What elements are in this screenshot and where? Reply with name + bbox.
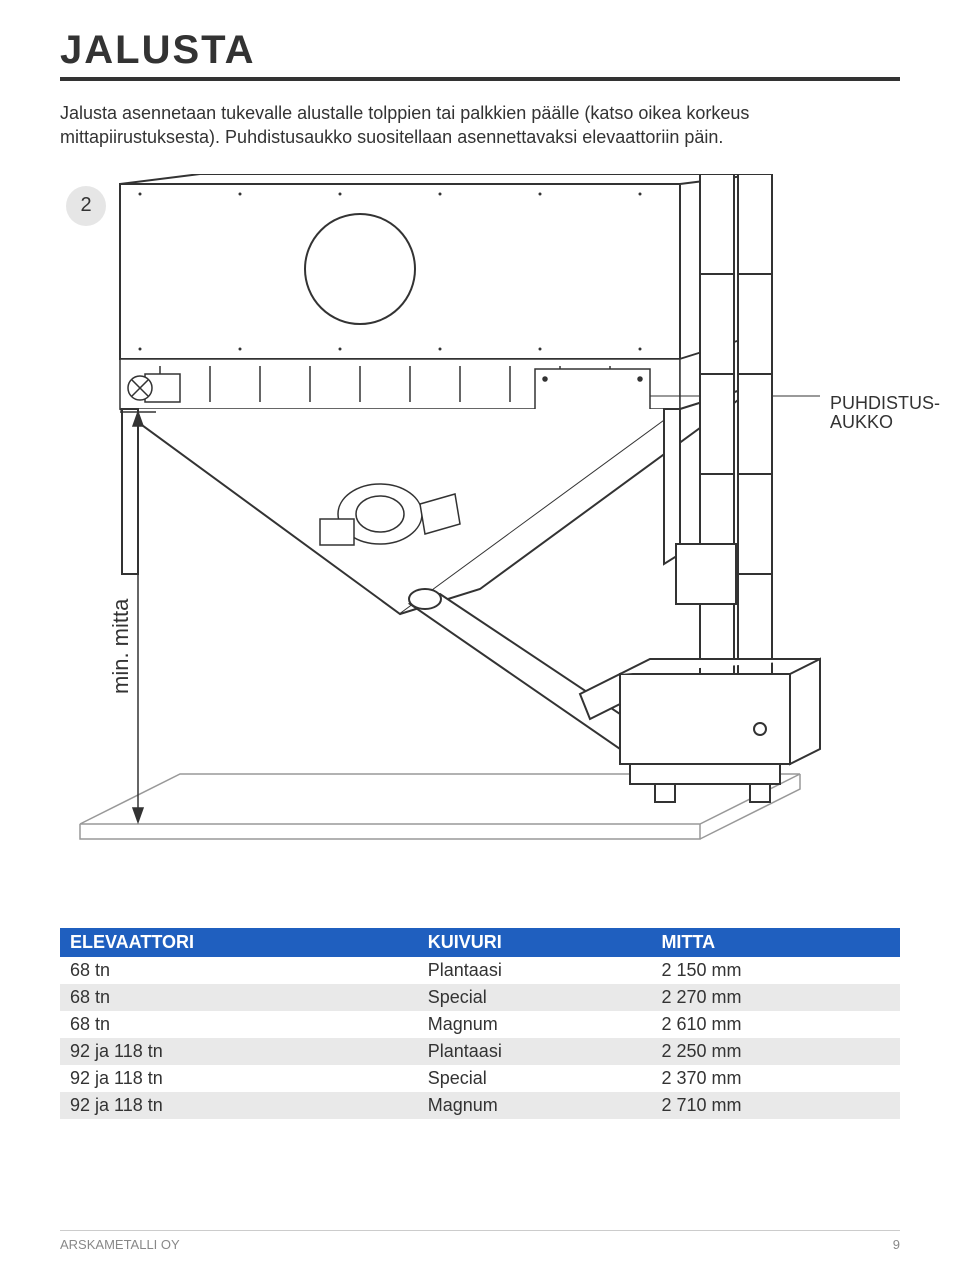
footer-company: ARSKAMETALLI OY	[60, 1237, 180, 1252]
label-puhdistusaukko: PUHDISTUS- AUKKO	[830, 394, 940, 434]
table-cell: Special	[418, 984, 652, 1011]
jalusta-diagram	[60, 174, 900, 904]
table-cell: 2 610 mm	[651, 1011, 900, 1038]
th-mitta: MITTA	[651, 928, 900, 957]
table-cell: 92 ja 118 tn	[60, 1065, 418, 1092]
table-cell: 68 tn	[60, 984, 418, 1011]
table-row: 68 tnMagnum2 610 mm	[60, 1011, 900, 1038]
table-cell: 2 250 mm	[651, 1038, 900, 1065]
table-cell: Plantaasi	[418, 957, 652, 984]
table-cell: Plantaasi	[418, 1038, 652, 1065]
table-cell: 2 370 mm	[651, 1065, 900, 1092]
table-cell: 2 150 mm	[651, 957, 900, 984]
table-cell: 2 270 mm	[651, 984, 900, 1011]
th-kuivuri: KUIVURI	[418, 928, 652, 957]
intro-paragraph: Jalusta asennetaan tukevalle alustalle t…	[60, 101, 900, 150]
table-header-row: ELEVAATTORI KUIVURI MITTA	[60, 928, 900, 957]
page-title: JALUSTA	[60, 28, 900, 73]
table-cell: Magnum	[418, 1011, 652, 1038]
page-footer: ARSKAMETALLI OY 9	[60, 1230, 900, 1252]
title-underline	[60, 77, 900, 81]
table-cell: 92 ja 118 tn	[60, 1038, 418, 1065]
table-row: 92 ja 118 tnPlantaasi2 250 mm	[60, 1038, 900, 1065]
table-cell: Magnum	[418, 1092, 652, 1119]
table-row: 92 ja 118 tnMagnum2 710 mm	[60, 1092, 900, 1119]
diagram-container: 2	[60, 174, 900, 904]
th-elevaattori: ELEVAATTORI	[60, 928, 418, 957]
diagram-step-badge: 2	[66, 186, 106, 226]
table-cell: Special	[418, 1065, 652, 1092]
table-cell: 92 ja 118 tn	[60, 1092, 418, 1119]
table-cell: 2 710 mm	[651, 1092, 900, 1119]
table-row: 68 tnPlantaasi2 150 mm	[60, 957, 900, 984]
table-cell: 68 tn	[60, 957, 418, 984]
footer-page-number: 9	[893, 1237, 900, 1252]
footer-divider	[60, 1230, 900, 1231]
label-min-mitta: min. mitta	[108, 598, 134, 693]
table-row: 68 tnSpecial2 270 mm	[60, 984, 900, 1011]
table-row: 92 ja 118 tnSpecial2 370 mm	[60, 1065, 900, 1092]
dimensions-table: ELEVAATTORI KUIVURI MITTA 68 tnPlantaasi…	[60, 928, 900, 1119]
table-cell: 68 tn	[60, 1011, 418, 1038]
